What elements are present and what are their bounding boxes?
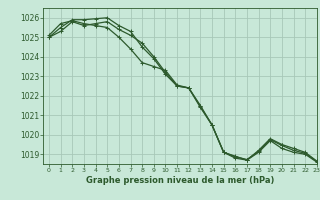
X-axis label: Graphe pression niveau de la mer (hPa): Graphe pression niveau de la mer (hPa) [86,176,274,185]
